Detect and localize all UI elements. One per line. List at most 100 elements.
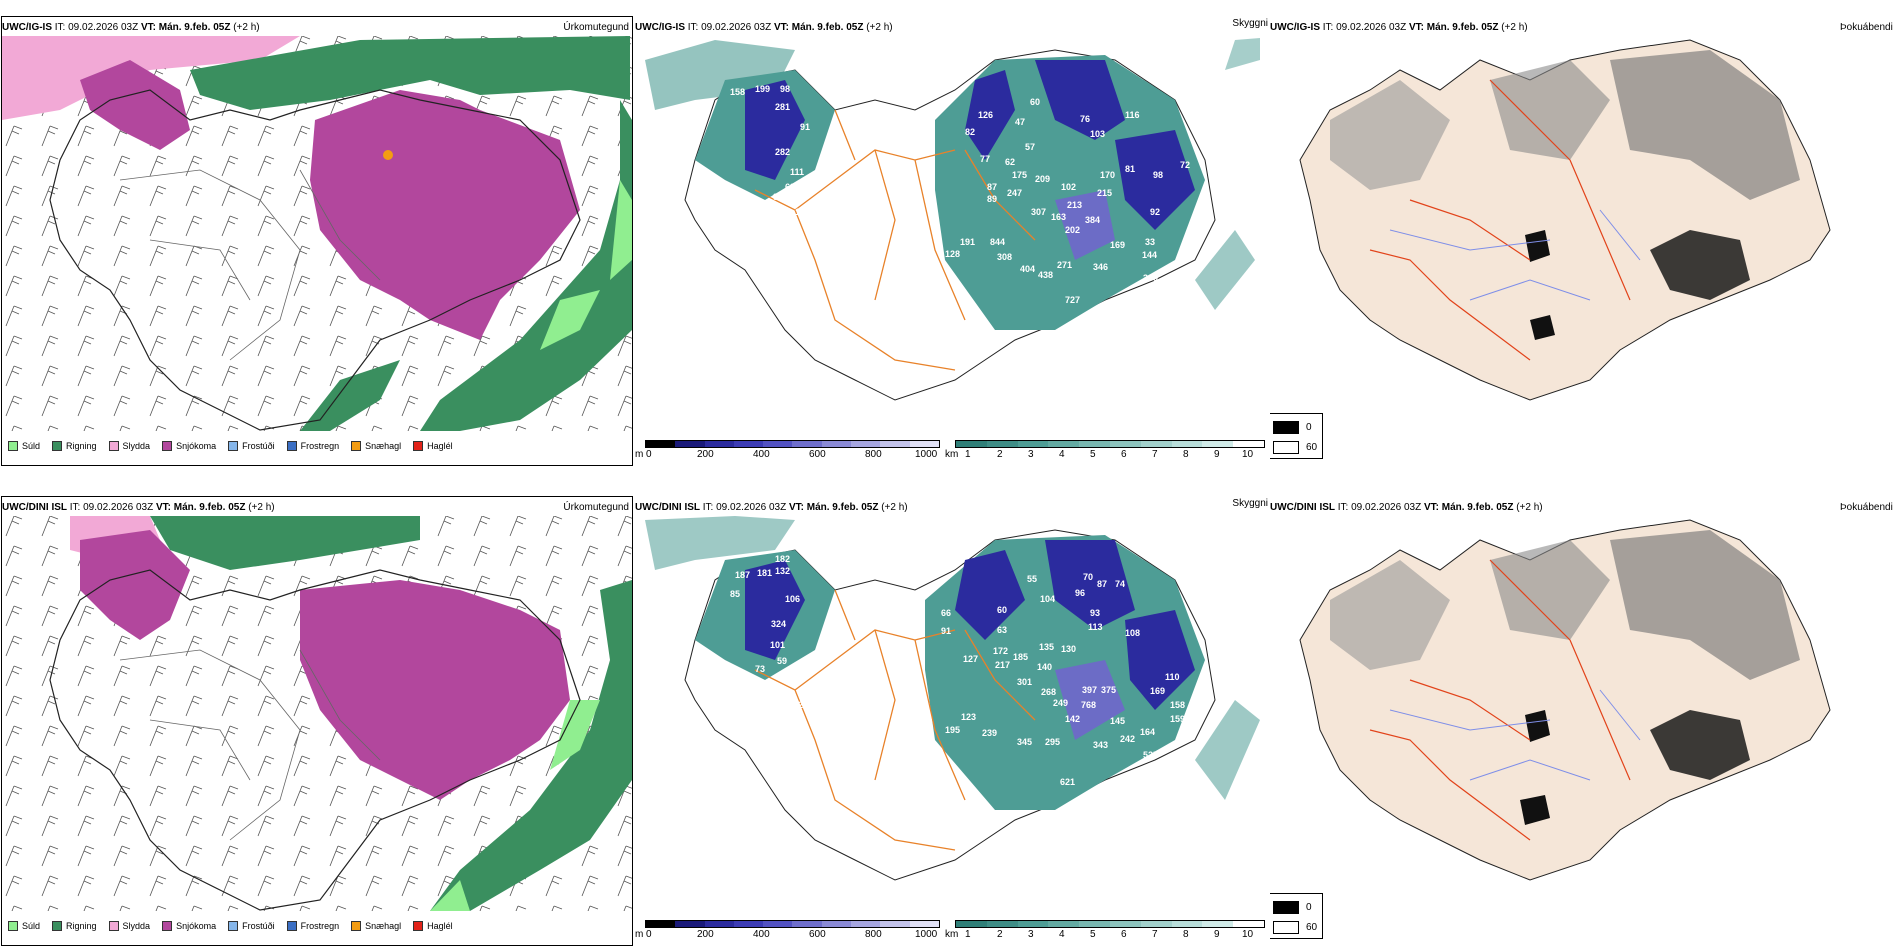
legend-item: Súld: [8, 921, 40, 931]
legend-item: Haglél: [413, 921, 453, 931]
peak-label: 106: [785, 594, 800, 604]
tick-label: 7: [1152, 449, 1158, 460]
legend-swatch: [108, 441, 119, 451]
peak-label: 335: [1061, 810, 1076, 820]
cloud-base-unit: m: [635, 929, 644, 940]
legend-swatch: [52, 441, 63, 451]
legend-item: Frostregn: [286, 921, 339, 931]
peak-label: 92: [1150, 207, 1160, 217]
fog-legend: 0 60: [1270, 893, 1323, 939]
peak-label: 76: [1080, 114, 1090, 124]
tick-label: 6: [1121, 449, 1127, 460]
legend-item: Rigning: [52, 921, 97, 931]
legend-swatch: [228, 441, 239, 451]
peak-label: 356: [1058, 330, 1073, 340]
peak-label: 50: [670, 242, 680, 252]
tick-label: 5: [1090, 929, 1096, 940]
peak-label: 91: [941, 626, 951, 636]
fog-legend: 0 60: [1270, 413, 1323, 459]
legend-item: Snjókoma: [162, 441, 216, 451]
tick-label: 3: [1028, 929, 1034, 940]
peak-label: 105: [885, 127, 900, 137]
precip-type-label: Úrkomutegund: [563, 22, 629, 33]
peak-label: 159: [1170, 714, 1185, 724]
peak-label: 170: [1100, 170, 1115, 180]
visibility-colorbar: [955, 440, 1265, 448]
legend-swatch: [286, 441, 297, 451]
peak-label: 87: [987, 182, 997, 192]
peak-label: 42: [715, 232, 725, 242]
peak-label: 301: [1017, 677, 1032, 687]
peak-label: 215: [1097, 188, 1112, 198]
tick-label: 6: [1121, 929, 1127, 940]
peak-label: 182: [775, 554, 790, 564]
legend-swatch: [8, 921, 18, 931]
tick-label: 2: [997, 929, 1003, 940]
peak-label: 213: [1067, 200, 1082, 210]
peak-label: 249: [1053, 698, 1068, 708]
panel-title: UWC/IG-IS IT: 09.02.2026 03Z VT: Mán. 9.…: [2, 22, 260, 33]
legend-value: 60: [1306, 922, 1318, 933]
tick-label: 800: [865, 929, 882, 940]
tick-label: 1000: [915, 929, 938, 940]
tick-label: 2: [997, 449, 1003, 460]
legend-item: Slydda: [108, 441, 150, 451]
tick-label: 0: [646, 449, 652, 460]
tick-label: 600: [809, 929, 826, 940]
peak-label: 48: [670, 722, 680, 732]
cloud-base-colorbar: [645, 920, 940, 928]
peak-label: 60: [1030, 97, 1040, 107]
legend-swatch: [228, 921, 239, 931]
legend-swatch-white: [1273, 441, 1299, 454]
tick-label: 400: [753, 929, 770, 940]
peak-label: 111: [790, 167, 804, 177]
tick-label: 10: [1242, 449, 1254, 460]
peak-label: 282: [775, 147, 790, 157]
peak-label: 33: [1145, 237, 1155, 247]
cloud-base-ticks: m 0 200 400 600 800 1000: [635, 929, 945, 941]
fog-map: [1299, 519, 1831, 881]
precip-map-frame: [1, 16, 633, 466]
peak-label: 185: [1013, 652, 1028, 662]
peak-label: 73: [755, 664, 765, 674]
legend-item: Slydda: [108, 921, 150, 931]
peak-label: 375: [1101, 685, 1116, 695]
precip-map: [2, 516, 632, 911]
legend-item: Haglél: [413, 441, 453, 451]
fog-panel-row1: UWC/IG-IS IT: 09.02.2026 03Z VT: Mán. 9.…: [1270, 0, 1900, 470]
panel-title: UWC/DINI ISL IT: 09.02.2026 03Z VT: Mán.…: [635, 502, 908, 513]
precip-type-label: Úrkomutegund: [563, 502, 629, 513]
legend-swatch: [413, 921, 424, 931]
peak-label: 242: [1120, 734, 1135, 744]
peak-label: 62: [1005, 157, 1015, 167]
peak-label: 404: [1020, 264, 1035, 274]
peak-label: 82: [965, 127, 975, 137]
panel-title: UWC/DINI ISL IT: 09.02.2026 03Z VT: Mán.…: [2, 502, 275, 513]
tick-label: 1000: [915, 449, 938, 460]
tick-label: 600: [809, 449, 826, 460]
peak-label: 127: [963, 654, 978, 664]
peak-label: 92: [773, 192, 783, 202]
precip-panel-row2: UWC/DINI ISL IT: 09.02.2026 03Z VT: Mán.…: [0, 480, 635, 950]
peak-labels: 281 158 199 98 91 105 282 111 85 68 92 6…: [670, 84, 1190, 340]
peak-label: 126: [978, 110, 993, 120]
tick-label: 10: [1242, 929, 1254, 940]
visibility-unit: km: [945, 449, 959, 460]
tick-label: 5: [1090, 449, 1096, 460]
tick-label: 1: [965, 449, 971, 460]
peak-label: 57: [1025, 142, 1035, 152]
tick-label: 1: [965, 929, 971, 940]
peak-label: 399: [1143, 273, 1158, 283]
peak-label: 324: [771, 619, 786, 629]
legend-swatch: [52, 921, 63, 931]
peak-label: 144: [1142, 250, 1157, 260]
peak-label: 62: [830, 225, 840, 235]
tick-label: 200: [697, 449, 714, 460]
peak-label: 96: [1075, 588, 1085, 598]
visibility-map: 281 158 199 98 91 105 282 111 85 68 92 6…: [645, 38, 1260, 401]
peak-label: 116: [813, 240, 828, 250]
peak-label: 60: [997, 605, 1007, 615]
tick-label: 7: [1152, 929, 1158, 940]
visibility-ticks: km 1 2 3 4 5 6 7 8 9 10: [945, 449, 1270, 461]
peak-label: 727: [1065, 295, 1080, 305]
